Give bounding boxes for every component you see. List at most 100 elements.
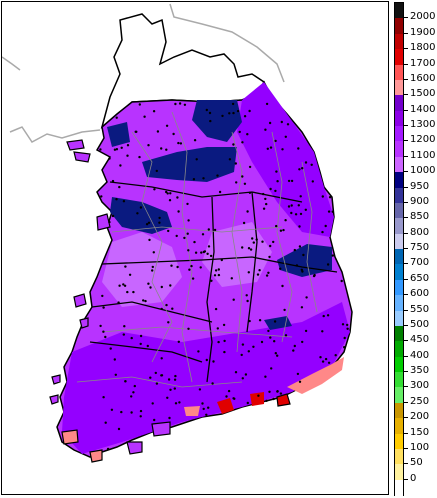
station-dot: [326, 314, 330, 317]
station-dot: [290, 211, 293, 215]
station-dot: [232, 298, 235, 301]
station-dot: [209, 254, 213, 258]
station-dot: [228, 158, 232, 161]
station-dot: [146, 344, 149, 348]
station-dot: [153, 418, 156, 422]
legend-swatch: [395, 325, 403, 342]
station-dot: [251, 237, 254, 240]
station-dot: [279, 267, 282, 270]
station-dot: [298, 380, 302, 383]
station-dot: [118, 284, 121, 287]
legend-tick-label: 50: [410, 457, 423, 469]
legend-tick-label: 100: [410, 441, 430, 453]
legend-tick-label: 2000: [410, 11, 436, 23]
station-dot: [260, 340, 264, 344]
station-dot: [211, 382, 214, 385]
station-dot: [305, 296, 308, 299]
legend-tick-label: 950: [410, 180, 430, 192]
station-dot: [292, 349, 295, 352]
station-dot: [299, 195, 302, 198]
high-precip-south: [62, 302, 350, 454]
legend-tick-label: 650: [410, 272, 430, 284]
station-dot: [296, 372, 300, 376]
station-dot: [199, 266, 202, 269]
high-precip-northeast: [237, 82, 334, 237]
legend-swatch: [395, 3, 403, 19]
station-dot: [155, 169, 158, 173]
station-dot: [304, 329, 308, 333]
legend-swatch: [395, 49, 403, 65]
station-dot: [231, 102, 235, 106]
legend-tick-mark: [404, 263, 408, 265]
map-panel: [1, 1, 389, 495]
station-dot: [246, 133, 249, 136]
station-dot: [134, 130, 137, 133]
station-dot: [130, 336, 133, 340]
station-dot: [261, 240, 264, 243]
legend-tick-mark: [404, 140, 408, 142]
station-dot: [268, 390, 271, 393]
legend-tick-label: 0: [410, 472, 417, 484]
legend-tick-mark: [404, 94, 408, 96]
legend-tick-mark: [404, 78, 408, 80]
coastal-high-precip-c: [184, 406, 200, 416]
station-dot: [102, 306, 105, 309]
legend-swatch: [395, 310, 403, 327]
station-dot: [218, 190, 222, 194]
legend-swatch: [395, 233, 403, 250]
station-dot: [324, 224, 327, 228]
station-dot: [252, 241, 255, 244]
station-dot: [272, 397, 275, 401]
station-dot: [158, 221, 161, 224]
station-dot: [290, 204, 293, 207]
station-dot: [160, 307, 163, 311]
station-dot: [275, 170, 278, 173]
station-dot: [160, 285, 163, 289]
station-dot: [270, 367, 273, 370]
station-dot: [228, 112, 231, 115]
legend-tick-label: 1800: [410, 42, 436, 54]
low-precip-northwest: [107, 122, 130, 147]
station-dot: [247, 350, 250, 353]
station-dot: [256, 273, 260, 276]
station-dot: [160, 374, 164, 377]
station-dot: [126, 144, 130, 147]
dmz-line: [169, 3, 285, 83]
coastal-high-precip: [287, 357, 344, 394]
station-dot: [232, 111, 235, 115]
station-dot: [282, 228, 285, 232]
station-dot: [205, 358, 208, 362]
station-dot: [321, 230, 324, 234]
station-dot: [265, 274, 269, 277]
station-dot: [269, 146, 273, 149]
legend-tick-mark: [404, 386, 408, 388]
station-dot: [174, 102, 177, 106]
northwest-line: [2, 56, 21, 71]
station-dot: [194, 251, 198, 254]
station-dot: [130, 411, 133, 414]
station-dot: [208, 111, 212, 115]
legend-swatch: [395, 464, 403, 481]
station-dot: [255, 238, 258, 241]
station-dot: [220, 258, 223, 262]
station-dot: [172, 132, 175, 136]
station-dot: [151, 269, 154, 272]
station-dot: [241, 377, 244, 380]
station-dot: [142, 299, 145, 302]
station-dot: [244, 373, 248, 376]
legend-tick-mark: [404, 371, 408, 372]
station-dot: [108, 157, 111, 160]
station-dot: [175, 234, 178, 238]
legend-tick-mark: [404, 232, 408, 234]
station-dot: [266, 147, 269, 150]
legend-swatch: [395, 249, 403, 265]
legend-tick-mark: [404, 17, 408, 19]
station-dot: [234, 162, 237, 165]
legend-tick-label: 750: [410, 242, 430, 253]
station-dot: [115, 198, 118, 201]
station-dot: [120, 146, 123, 149]
station-dot: [230, 277, 233, 280]
station-dot: [198, 388, 202, 391]
legend-swatch: [395, 341, 403, 358]
